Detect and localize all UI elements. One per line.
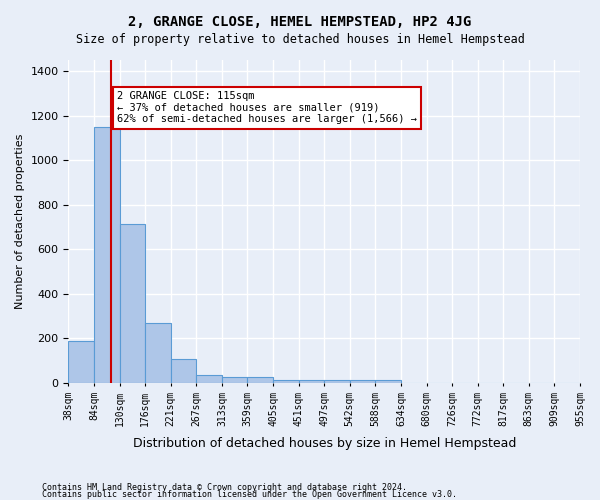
Text: 2, GRANGE CLOSE, HEMEL HEMPSTEAD, HP2 4JG: 2, GRANGE CLOSE, HEMEL HEMPSTEAD, HP2 4J… [128,15,472,29]
Bar [376,380,401,383]
Text: Contains public sector information licensed under the Open Government Licence v3: Contains public sector information licen… [42,490,457,499]
Bar [196,375,222,383]
Text: Contains HM Land Registry data © Crown copyright and database right 2024.: Contains HM Land Registry data © Crown c… [42,484,407,492]
Bar [222,377,247,383]
Bar [119,224,145,383]
Bar [247,378,273,383]
Bar [145,323,171,383]
Text: 2 GRANGE CLOSE: 115sqm
← 37% of detached houses are smaller (919)
62% of semi-de: 2 GRANGE CLOSE: 115sqm ← 37% of detached… [117,91,417,124]
Bar [68,340,94,383]
Y-axis label: Number of detached properties: Number of detached properties [15,134,25,309]
X-axis label: Distribution of detached houses by size in Hemel Hempstead: Distribution of detached houses by size … [133,437,516,450]
Bar [273,380,299,383]
Bar [171,359,196,383]
Bar [324,380,350,383]
Bar [94,127,119,383]
Bar [299,380,324,383]
Bar [350,380,376,383]
Text: Size of property relative to detached houses in Hemel Hempstead: Size of property relative to detached ho… [76,32,524,46]
